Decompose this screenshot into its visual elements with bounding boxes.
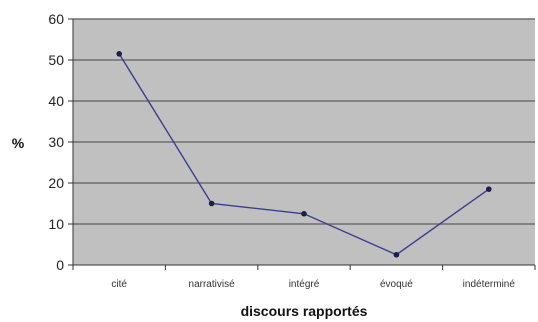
axis-labels: 0 10 20 30 40 50 60 cité narrativisé intégré évoqu… [48,11,515,290]
y-tick-label: 20 [48,175,64,191]
x-tick-label: cité [111,279,127,290]
x-tick-label: narrativisé [189,279,236,290]
y-tick-label: 30 [48,134,64,150]
x-tick-label: intégré [289,279,320,290]
y-tick-label: 40 [48,93,64,109]
y-tick-label: 10 [48,216,64,232]
data-point [301,210,307,217]
series [116,51,492,258]
y-tick-label: 0 [56,257,64,273]
axes [68,18,536,270]
x-axis-title: discours rapportés [241,303,368,319]
data-point [208,200,215,207]
y-axis-title: % [12,135,25,151]
data-point [486,186,492,192]
y-tick-label: 60 [48,11,64,27]
data-point [116,51,122,57]
x-tick-label: indéterminé [463,279,516,290]
y-tick-label: 50 [48,52,64,68]
gridlines [73,18,535,225]
data-point [393,251,400,258]
x-tick-label: évoqué [380,279,413,290]
